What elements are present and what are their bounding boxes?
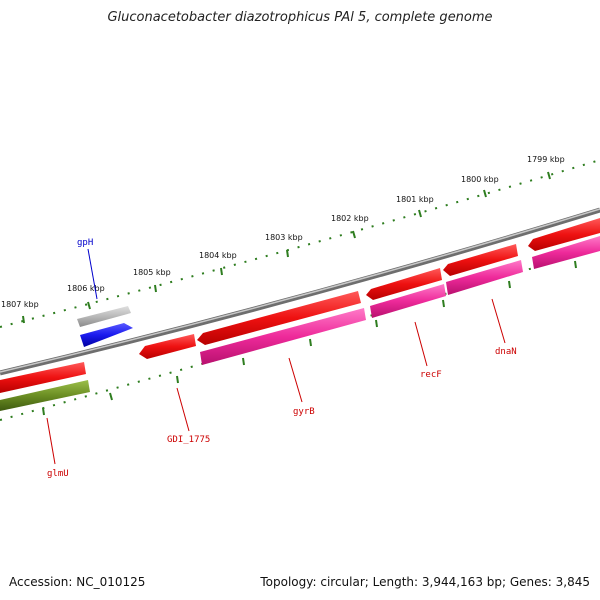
- genome-summary-text: Topology: circular; Length: 3,944,163 bp…: [260, 575, 590, 589]
- gene-gdi-1775[interactable]: [139, 334, 196, 359]
- genome-backbone: [0, 207, 600, 376]
- gene-upper-red-4[interactable]: [528, 218, 600, 251]
- tick-label-1802: 1802 kbp: [331, 214, 369, 223]
- gene-left-red[interactable]: [0, 362, 86, 393]
- gene-upper-red-3[interactable]: [443, 244, 518, 276]
- tick-label-1803: 1803 kbp: [265, 233, 303, 242]
- gene-dnan[interactable]: [446, 260, 523, 295]
- tick-label-1804: 1804 kbp: [199, 251, 237, 260]
- tick-label-1807: 1807 kbp: [1, 300, 39, 309]
- label-glmu: glmU: [47, 469, 69, 479]
- gene-glmu[interactable]: [0, 380, 90, 411]
- label-dnan: dnaN: [495, 347, 517, 357]
- label-leaders: [46, 248, 506, 465]
- label-gdi-1775: GDI_1775: [167, 435, 210, 445]
- tick-label-1800: 1800 kbp: [461, 175, 499, 184]
- gene-gph-blue[interactable]: [80, 323, 133, 347]
- tick-label-1805: 1805 kbp: [133, 268, 171, 277]
- gene-upper-red-2[interactable]: [366, 268, 442, 300]
- outer-major-ticks: [22, 171, 551, 324]
- label-gph: gpH: [77, 238, 93, 248]
- tick-label-1806: 1806 kbp: [67, 284, 105, 293]
- gene-upper-red-1[interactable]: [197, 291, 361, 345]
- inner-major-ticks: [42, 260, 577, 416]
- label-gyrb: gyrB: [293, 407, 315, 417]
- gene-gyrb[interactable]: [200, 308, 366, 365]
- accession-text: Accession: NC_010125: [9, 575, 146, 589]
- tick-label-1799: 1799 kbp: [527, 155, 565, 164]
- label-recf: recF: [420, 370, 442, 380]
- gene-recf[interactable]: [370, 284, 446, 318]
- gene-gph-grey[interactable]: [77, 306, 131, 327]
- map-title: Gluconacetobacter diazotrophicus PAl 5, …: [107, 10, 493, 25]
- tick-label-1801: 1801 kbp: [396, 195, 434, 204]
- gene-right-pink[interactable]: [532, 236, 600, 269]
